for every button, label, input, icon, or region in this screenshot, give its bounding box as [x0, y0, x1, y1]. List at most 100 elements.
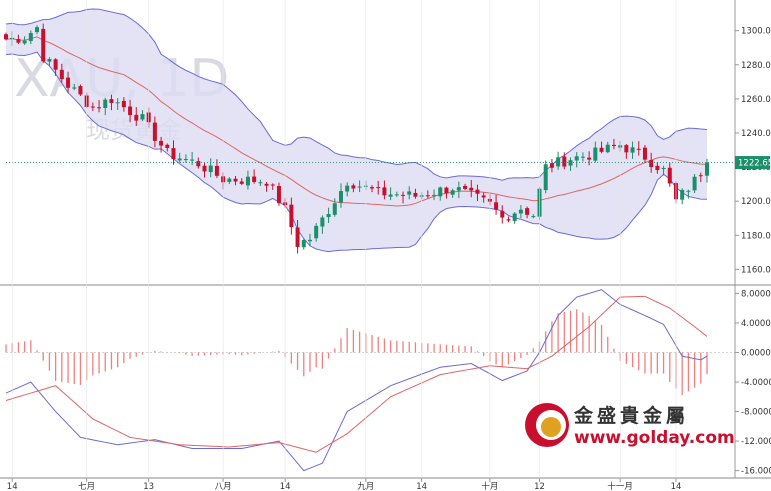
candle-body — [562, 156, 567, 167]
candle-body — [705, 162, 709, 176]
last-price-tag-bg — [735, 156, 770, 170]
candle-body — [686, 190, 691, 192]
x-tick-label: 14 — [280, 482, 291, 491]
candle-body — [376, 187, 381, 189]
candle-body — [382, 187, 387, 196]
candle-body — [121, 100, 126, 108]
candle-body — [35, 27, 40, 33]
candle-body — [326, 214, 331, 218]
candle-body — [642, 147, 647, 160]
candle-body — [295, 227, 300, 247]
candle-body — [506, 219, 511, 221]
candle-body — [258, 182, 263, 184]
price-tick-label: 1280.00 — [741, 61, 771, 71]
candle-body — [407, 191, 412, 195]
candle-body — [655, 165, 660, 171]
candle-body — [103, 99, 108, 108]
candle-body — [630, 147, 635, 153]
candle-body — [245, 176, 250, 186]
candle-body — [494, 202, 499, 210]
candle-body — [171, 148, 176, 160]
price-panel — [4, 8, 735, 254]
candle-body — [90, 106, 95, 108]
macd-tick-label: -8.0000 — [741, 408, 771, 418]
candle-body — [599, 147, 604, 152]
x-tick-label: 13 — [143, 482, 154, 491]
candle-body — [649, 160, 654, 168]
candle-body — [41, 28, 46, 62]
x-tick-label: 七月 — [78, 482, 95, 491]
candle-body — [593, 147, 598, 161]
candle-body — [239, 181, 244, 184]
candle-body — [370, 187, 375, 189]
candle-body — [469, 187, 474, 191]
candle-body — [196, 161, 201, 167]
candle-body — [413, 192, 418, 197]
candle-body — [425, 195, 430, 197]
candle-body — [332, 203, 337, 215]
candle-body — [78, 86, 83, 95]
last-price-tag-text: 1222.65 — [738, 159, 771, 169]
price-tick-label: 1260.00 — [741, 95, 771, 105]
candle-body — [109, 99, 114, 103]
candle-body — [512, 213, 517, 222]
bollinger-upper-line — [5, 8, 708, 181]
candle-body — [134, 114, 139, 121]
candle-body — [357, 186, 362, 188]
candle-body — [624, 145, 629, 153]
candle-body — [320, 217, 325, 227]
candle-body — [227, 178, 232, 182]
candle-body — [580, 156, 585, 158]
candle-body — [680, 189, 685, 200]
candle-body — [53, 59, 58, 70]
candle-body — [518, 209, 523, 214]
candle-body — [152, 122, 157, 141]
candle-body — [549, 163, 554, 168]
candle-body — [270, 184, 275, 186]
candle-body — [252, 176, 257, 182]
candle-body — [177, 158, 182, 161]
x-tick-label: 14 — [416, 482, 427, 491]
candle-body — [140, 114, 145, 120]
candle-body — [338, 190, 343, 203]
candle-body — [59, 69, 64, 80]
candle-body — [605, 144, 610, 153]
candle-body — [394, 194, 399, 196]
candle-body — [463, 185, 468, 189]
candle-body — [208, 165, 213, 173]
last-price-tag: 1222.65 — [735, 156, 771, 170]
candle-body — [636, 148, 641, 150]
macd-line — [5, 289, 708, 472]
macd-tick-label: 8.0000 — [741, 289, 771, 299]
candle-body — [307, 239, 312, 242]
macd-signal-line — [5, 295, 708, 453]
candle-body — [531, 216, 536, 218]
candle-body — [16, 39, 21, 43]
candle-body — [450, 190, 455, 195]
candle-body — [698, 175, 703, 177]
candle-body — [611, 144, 616, 146]
candle-body — [264, 183, 269, 186]
candle-body — [388, 194, 393, 197]
candle-body — [28, 33, 33, 42]
price-tick-label: 1240.00 — [741, 129, 771, 139]
bollinger-band-fill — [6, 8, 707, 252]
candle-body — [97, 107, 102, 109]
candle-body — [692, 176, 697, 191]
candle-body — [22, 40, 27, 44]
candle-body — [190, 159, 195, 161]
candle-body — [456, 187, 461, 191]
logo-emblem-core — [541, 417, 561, 437]
candle-body — [667, 167, 672, 184]
candle-body — [500, 210, 505, 218]
bollinger-lower-line — [5, 51, 708, 253]
candle-body — [115, 102, 120, 104]
candle-body — [401, 194, 406, 196]
candle-body — [525, 208, 530, 215]
x-tick-label: 八月 — [215, 482, 232, 491]
macd-tick-label: 4.0000 — [741, 319, 771, 329]
x-tick-label: 九月 — [357, 482, 374, 491]
candle-body — [66, 77, 71, 88]
candle-body — [202, 165, 207, 172]
